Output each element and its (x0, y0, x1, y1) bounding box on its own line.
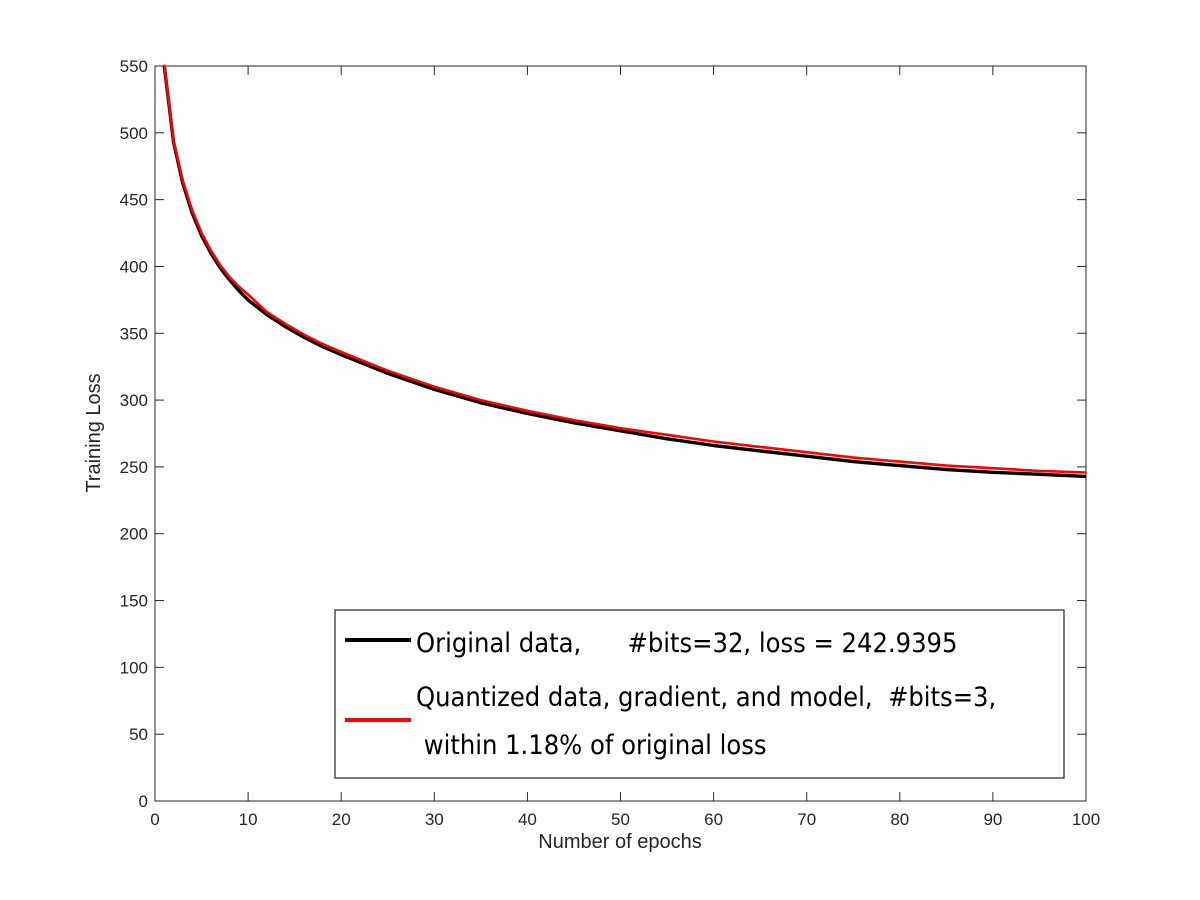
y-tick-label: 200 (120, 525, 148, 544)
y-tick-label: 550 (120, 57, 148, 76)
series-line-1 (163, 64, 1087, 474)
x-tick-label: 0 (150, 810, 159, 829)
legend-entry-line: Original data, #bits=32, loss = 242.9395 (416, 628, 957, 659)
y-axis-label: Training Loss (83, 373, 105, 492)
legend: Original data, #bits=32, loss = 242.9395… (334, 609, 1065, 779)
x-tick-label: 50 (611, 810, 630, 829)
y-tick-label: 250 (120, 458, 148, 477)
x-tick-label: 70 (797, 810, 816, 829)
series-lines (162, 64, 1087, 479)
y-tick-label: 100 (120, 658, 148, 677)
x-tick-label: 10 (239, 810, 258, 829)
x-tick-label: 80 (890, 810, 909, 829)
y-tick-label: 450 (120, 191, 148, 210)
y-tick-label: 350 (120, 324, 148, 343)
legend-entry-quantized: Quantized data, gradient, and model, #bi… (416, 682, 996, 761)
x-tick-label: 90 (983, 810, 1002, 829)
x-axis-label: Number of epochs (538, 831, 701, 853)
legend-entry-line: Quantized data, gradient, and model, #bi… (416, 682, 996, 713)
legend-entry-line: within 1.18% of original loss (416, 730, 767, 761)
series-line-0 (162, 65, 1087, 479)
x-tick-label: 60 (704, 810, 723, 829)
y-tick-label: 300 (120, 391, 148, 410)
x-tick-label: 20 (332, 810, 351, 829)
x-tick-label: 100 (1072, 810, 1100, 829)
axis-ticks: 0 10 20 30 40 50 60 70 80 90 100 0 50 100 150 200 250 300… (120, 57, 1101, 829)
y-tick-label: 50 (129, 725, 148, 744)
y-tick-label: 500 (120, 124, 148, 143)
y-tick-label: 0 (139, 792, 148, 811)
x-tick-label: 30 (425, 810, 444, 829)
y-tick-label: 150 (120, 592, 148, 611)
legend-entry-original: Original data, #bits=32, loss = 242.9395 (416, 628, 957, 659)
legend-box (334, 609, 1065, 779)
x-tick-label: 40 (518, 810, 537, 829)
y-tick-label: 400 (120, 257, 148, 276)
